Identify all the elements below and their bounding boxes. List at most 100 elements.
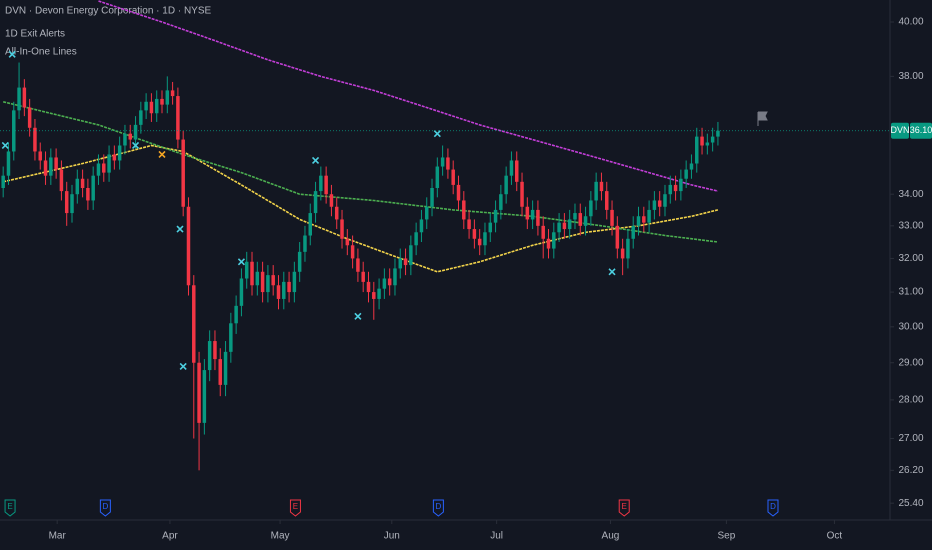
candle-body (647, 209, 651, 223)
alert-marker (237, 258, 245, 266)
candle-body (541, 225, 545, 239)
event-icon[interactable] (4, 499, 16, 517)
event-icon[interactable] (767, 499, 779, 517)
candle-body (271, 275, 275, 286)
candle-body (578, 213, 583, 226)
candle-body (710, 136, 715, 143)
x-tick-label: May (271, 531, 290, 542)
candle-body (59, 169, 64, 192)
candle-body (160, 98, 164, 105)
candle-body (562, 222, 567, 230)
indicator-label: All-In-One Lines (5, 47, 77, 58)
candle-body (626, 238, 630, 259)
candle-body (483, 232, 487, 246)
alert-marker (8, 50, 16, 58)
event-label: E (622, 502, 627, 511)
price-badge (910, 122, 932, 139)
candle-body (414, 232, 418, 246)
candle-body (557, 222, 561, 233)
candle-body (181, 139, 185, 207)
candle-body (488, 222, 493, 233)
y-tick-label: 38.00 (898, 71, 923, 82)
candle-body (393, 268, 397, 286)
candle-body (705, 142, 710, 146)
candle-body (695, 136, 699, 164)
candle-body (207, 341, 212, 371)
x-tick-label: Jul (490, 531, 503, 542)
y-tick-label: 26.20 (898, 465, 923, 476)
candle-body (477, 238, 482, 246)
candle-body (552, 232, 556, 249)
x-tick-label: Apr (162, 531, 178, 542)
candle-body (361, 271, 365, 282)
candle-body (287, 281, 291, 293)
y-tick-label: 30.00 (898, 321, 923, 332)
x-tick-label: Sep (718, 531, 736, 542)
candle-body (1, 175, 5, 188)
candle-body (594, 181, 598, 201)
candle-body (202, 370, 207, 423)
candle-body (472, 229, 477, 239)
event-icon[interactable] (99, 499, 111, 517)
alert-marker (1, 141, 9, 150)
candle-body (424, 206, 429, 220)
candle-body (467, 219, 471, 230)
candle-body (123, 133, 127, 146)
flag-icon[interactable] (757, 111, 768, 126)
candle-body (657, 200, 662, 207)
candle-body (43, 160, 48, 176)
candle-body (260, 271, 265, 293)
candle-body (652, 200, 657, 210)
candle-body (403, 258, 408, 266)
candle-body (599, 181, 604, 192)
candle-body (689, 163, 694, 170)
candle-body (589, 200, 593, 217)
candle-body (456, 184, 461, 201)
candle-body (324, 175, 328, 195)
symbol-label: DVN (890, 125, 909, 135)
candle-body (366, 281, 371, 293)
alert-marker (131, 141, 140, 150)
y-tick-label: 33.00 (898, 220, 923, 231)
y-tick-label: 27.00 (898, 433, 923, 444)
candle-body (276, 285, 281, 299)
candle-body (610, 209, 614, 226)
candle-body (377, 288, 381, 299)
candle-body (631, 225, 635, 239)
candle-body (128, 133, 132, 140)
y-tick-label: 28.00 (898, 395, 923, 406)
candle-body (86, 187, 90, 201)
candle-body (218, 359, 222, 385)
candle-body (499, 194, 503, 210)
indicator-label: 1D Exit Alerts (5, 29, 65, 40)
candle-body (663, 194, 667, 207)
event-label: E (7, 502, 12, 511)
candle-body (430, 187, 434, 207)
candle-body (12, 110, 16, 152)
candle-body (6, 151, 11, 176)
candle-body (197, 362, 201, 423)
y-tick-label: 32.00 (898, 253, 923, 264)
candle-body (75, 178, 80, 195)
candle-body (546, 238, 551, 249)
candle-body (239, 278, 244, 306)
y-tick-label: 29.00 (898, 357, 923, 368)
event-icon[interactable] (432, 499, 444, 517)
candle-body (303, 235, 307, 252)
candle-body (620, 248, 625, 259)
candle-body (446, 157, 450, 170)
alert-marker (176, 225, 184, 233)
candle-body (107, 154, 111, 173)
candle-body (22, 87, 27, 108)
candle-body (112, 154, 117, 161)
candle-body (64, 191, 69, 214)
event-icon[interactable] (289, 499, 301, 517)
candle-body (451, 169, 455, 185)
candle-body (192, 285, 196, 363)
event-icon[interactable] (618, 499, 630, 517)
candle-body (604, 191, 609, 210)
event-label: D (770, 502, 776, 511)
candle-body (266, 275, 270, 293)
candle-body (440, 157, 445, 167)
